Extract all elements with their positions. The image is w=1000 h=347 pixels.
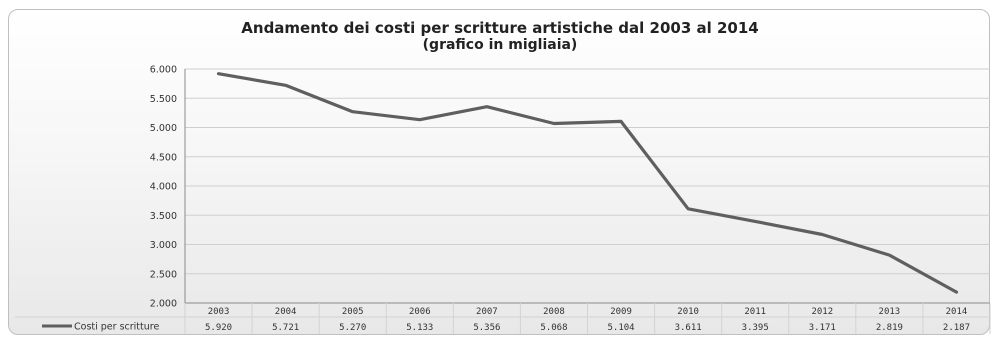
x-category-label: 2008 — [543, 307, 565, 317]
data-value-label: 2.187 — [943, 323, 970, 333]
y-tick-label: 5.000 — [150, 123, 177, 134]
x-category-label: 2004 — [275, 307, 297, 317]
y-tick-label: 3.500 — [150, 211, 177, 222]
data-value-label: 2.819 — [876, 323, 903, 333]
data-value-label: 3.171 — [809, 323, 836, 333]
y-tick-label: 3.000 — [150, 240, 177, 251]
x-category-label: 2003 — [208, 307, 230, 317]
data-value-label: 5.721 — [272, 323, 299, 333]
chart-frame — [8, 9, 990, 335]
legend-label: Costi per scritture — [74, 322, 159, 333]
x-category-label: 2007 — [476, 307, 498, 317]
y-tick-label: 2.500 — [150, 269, 177, 280]
y-tick-label: 5.500 — [150, 94, 177, 105]
data-value-label: 5.270 — [339, 323, 366, 333]
data-value-label: 5.068 — [540, 323, 567, 333]
data-value-label: 3.611 — [675, 323, 702, 333]
x-category-label: 2012 — [811, 307, 833, 317]
chart-title: Andamento dei costi per scritture artist… — [241, 19, 759, 37]
data-value-label: 5.104 — [607, 323, 634, 333]
x-category-label: 2005 — [342, 307, 364, 317]
data-value-label: 3.395 — [742, 323, 769, 333]
series-line-costi-per-scritture — [216, 72, 959, 294]
x-category-label: 2014 — [946, 307, 968, 317]
data-value-label: 5.133 — [406, 323, 433, 333]
y-tick-label: 6.000 — [150, 65, 177, 76]
y-tick-label: 2.000 — [150, 299, 177, 310]
y-tick-label: 4.500 — [150, 152, 177, 163]
y-tick-label: 4.000 — [150, 182, 177, 193]
x-category-label: 2013 — [879, 307, 901, 317]
chart-subtitle: (grafico in migliaia) — [422, 37, 578, 53]
x-category-label: 2006 — [409, 307, 431, 317]
x-category-label: 2011 — [744, 307, 766, 317]
x-category-label: 2010 — [677, 307, 699, 317]
data-value-label: 5.356 — [473, 323, 500, 333]
data-value-label: 5.920 — [205, 323, 232, 333]
x-category-label: 2009 — [610, 307, 632, 317]
